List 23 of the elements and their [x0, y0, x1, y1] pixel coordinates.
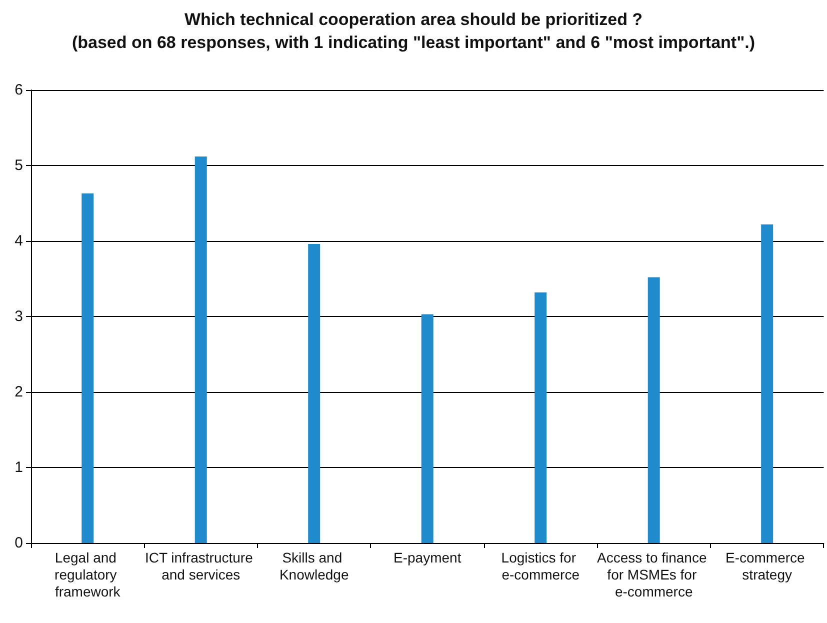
bar: [534, 292, 547, 543]
y-tick-label: 4: [14, 232, 23, 250]
bar: [421, 314, 434, 543]
y-tick-label: 3: [14, 308, 23, 325]
x-tick-label: E-commerce strategy: [725, 550, 809, 582]
x-tick-label: Skills and Knowledge: [279, 550, 349, 582]
chart-title: Which technical cooperation area should be prioritized ?: [184, 10, 643, 29]
x-tick-label: Logistics for e-commerce: [501, 550, 580, 582]
x-tick-label: Access to finance for MSMEs for e-commerce: [597, 550, 711, 600]
x-tick-label: ICT infrastructure and services: [144, 550, 257, 582]
x-tick-label: Legal and regulatory framework: [54, 550, 122, 600]
bar: [761, 224, 774, 543]
bar: [82, 193, 94, 543]
y-tick-label: 6: [14, 82, 23, 98]
y-tick-label: 0: [14, 534, 23, 552]
bar: [648, 277, 660, 543]
x-tick-label: E-payment: [394, 550, 462, 566]
y-tick-label: 5: [14, 157, 23, 174]
chart-subtitle: (based on 68 responses, with 1 indicating "least important" and 6 "most important".): [72, 33, 756, 52]
y-tick-label: 2: [14, 384, 23, 400]
bar: [194, 156, 207, 543]
y-tick-label: 1: [14, 459, 23, 476]
bar: [308, 244, 320, 543]
